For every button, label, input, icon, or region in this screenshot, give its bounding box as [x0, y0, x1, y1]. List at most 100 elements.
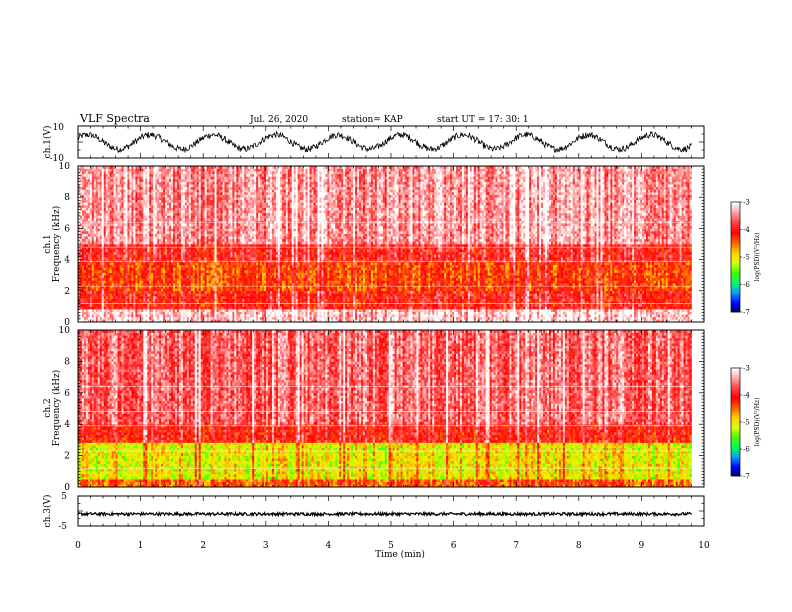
spectrogram-cell: [376, 283, 380, 286]
spectrogram-cell: [236, 288, 239, 292]
spectrogram-cell: [519, 316, 522, 320]
spectrogram-cell: [188, 303, 192, 307]
spectrogram-cell: [503, 309, 506, 312]
spectrogram-cell: [174, 319, 178, 323]
spectrogram-cell: [131, 298, 134, 302]
spectrogram-cell: [624, 311, 627, 315]
spectrogram-cell: [345, 280, 348, 284]
spectrogram-cell: [125, 298, 128, 302]
spectrogram-cell: [394, 319, 397, 323]
spectrogram-cell: [303, 293, 306, 297]
spectrogram-cell: [459, 309, 463, 312]
spectrogram-cell: [107, 319, 110, 323]
spectrogram-cell: [630, 303, 633, 307]
spectrogram-cell: [412, 288, 415, 292]
spectrogram-cell: [311, 285, 314, 289]
spectrogram-cell: [309, 290, 312, 294]
spectrogram-cell: [614, 314, 617, 318]
spectrogram-cell: [636, 288, 639, 292]
spectrogram-cell: [541, 298, 544, 302]
spectrogram-cell: [198, 280, 201, 284]
spectrogram-cell: [79, 314, 83, 318]
spectrogram-cell: [602, 283, 605, 286]
spectrogram-cell: [153, 306, 156, 310]
spectrogram-cell: [208, 293, 211, 297]
spectrogram-cell: [287, 283, 291, 286]
spectrogram-cell: [543, 285, 546, 289]
spectrogram-cell: [103, 306, 107, 310]
spectrogram-cell: [323, 311, 326, 315]
spectrogram-cell: [442, 309, 445, 312]
spectrogram-cell: [596, 303, 599, 307]
spectrogram-cell: [151, 283, 154, 286]
spectrogram-cell: [93, 316, 97, 320]
spectrogram-cell: [295, 319, 298, 323]
spectrogram-cell: [489, 283, 492, 286]
spectrogram-cell: [647, 303, 651, 307]
spectrogram-cell: [319, 319, 322, 323]
spectrogram-cell: [133, 311, 136, 315]
spectrogram-cell: [618, 296, 621, 299]
spectrogram-cell: [628, 298, 631, 302]
spectrogram-cell: [89, 296, 93, 299]
spectrogram-cell: [653, 309, 657, 312]
spectrogram-cell: [101, 311, 105, 315]
spectrogram-cell: [521, 290, 524, 294]
spectrogram-cell: [550, 314, 554, 318]
spectrogram-cell: [180, 311, 184, 315]
spectrogram-cell: [634, 296, 637, 299]
spectrogram-cell: [547, 306, 550, 310]
spectrogram-cell: [123, 303, 126, 307]
spectrogram-cell: [99, 277, 103, 281]
spectrogram-cell: [131, 280, 134, 284]
spectrogram-cell: [319, 280, 322, 284]
spectrogram-cell: [295, 311, 298, 315]
spectrogram-cell: [289, 293, 293, 297]
spectrogram-cell: [196, 283, 200, 286]
spectrogram-cell: [630, 314, 633, 318]
spectrogram-cell: [333, 303, 336, 307]
spectrogram-cell: [440, 298, 443, 302]
spectrogram-cell: [570, 309, 574, 312]
spectrogram-cell: [647, 298, 651, 302]
spectrogram-cell: [440, 283, 443, 286]
spectrogram-cell: [497, 309, 500, 312]
spectrogram-cell: [529, 285, 532, 289]
spectrogram-cell: [224, 296, 227, 299]
spectrogram-cell: [343, 301, 346, 305]
spectrogram-cell: [341, 309, 344, 312]
spectrogram-cell: [351, 311, 354, 315]
spectrogram-cell: [529, 290, 532, 294]
spectrogram-cell: [192, 285, 196, 289]
spectrogram-cell: [689, 285, 692, 289]
spectrogram-cell: [586, 298, 589, 302]
spectrogram-cell: [155, 303, 158, 307]
spectrogram-cell: [436, 309, 439, 312]
spectrogram-cell: [345, 311, 348, 315]
spectrogram-cell: [606, 306, 609, 310]
spectrogram-cell: [592, 283, 595, 286]
spectrogram-cell: [345, 314, 348, 318]
spectrogram-cell: [675, 311, 678, 315]
spectrogram-cell: [359, 280, 362, 284]
spectrogram-cell: [374, 301, 378, 305]
spectrogram-cell: [503, 298, 506, 302]
spectrogram-cell: [83, 283, 87, 286]
spectrogram-cell: [135, 290, 138, 294]
spectrogram-cell: [442, 285, 445, 289]
spectrogram-cell: [618, 280, 621, 284]
spectrogram-cell: [127, 309, 130, 312]
spectrogram-cell: [657, 301, 661, 305]
spectrogram-cell: [420, 288, 423, 292]
spectrogram-cell: [327, 296, 330, 299]
spectrogram-cell: [301, 301, 304, 305]
spectrogram-cell: [663, 290, 667, 294]
spectrogram-cell: [129, 296, 132, 299]
spectrogram-cell: [252, 303, 255, 307]
spectrogram-cell: [602, 298, 605, 302]
spectrogram-cell: [165, 301, 168, 305]
spectrogram-cell: [87, 319, 91, 323]
spectrogram-cell: [380, 283, 384, 286]
spectrogram-cell: [216, 306, 219, 310]
spectrogram-cell: [550, 280, 554, 284]
